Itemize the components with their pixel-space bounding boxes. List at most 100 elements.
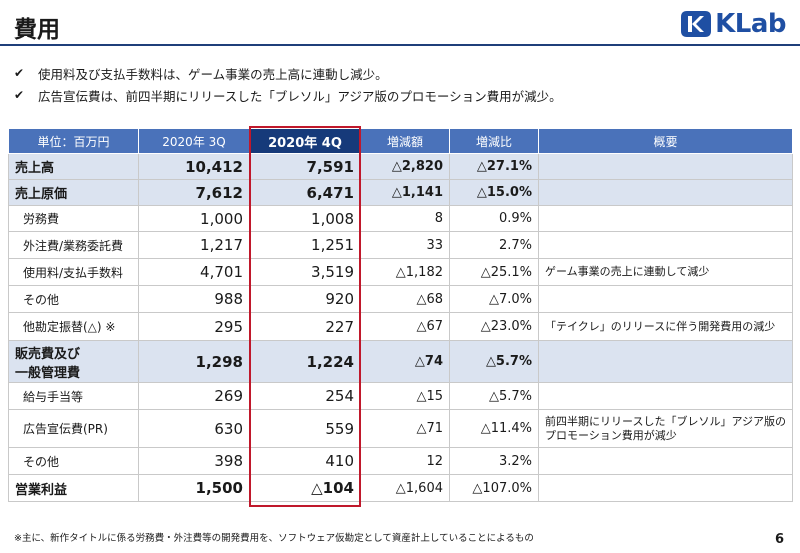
cell-q3: 10,412	[138, 153, 250, 180]
cell-q3: 398	[138, 447, 250, 475]
cell-note	[538, 205, 793, 232]
table-row: その他 398 410 12 3.2%	[8, 447, 793, 475]
cell-note	[538, 447, 793, 475]
table-row: 広告宣伝費(PR) 630 559 △71 △11.4% 前四半期にリリースした…	[8, 409, 793, 448]
cell-q4: 7,591	[249, 153, 361, 180]
cell-note	[538, 153, 793, 180]
bullet-item: ✔ 使用料及び支払手数料は、ゲーム事業の売上高に連動し減少。	[14, 62, 562, 84]
cell-q4: 1,224	[249, 340, 361, 383]
table-row: 営業利益 1,500 △104 △1,604 △107.0%	[8, 474, 793, 502]
row-label: 売上高	[8, 153, 139, 180]
cell-diff: △71	[360, 409, 450, 448]
row-label: その他	[8, 285, 139, 313]
cell-diff: △1,141	[360, 179, 450, 206]
table-row: 売上原価 7,612 6,471 △1,141 △15.0%	[8, 179, 793, 206]
table-row: 外注費/業務委託費 1,217 1,251 33 2.7%	[8, 231, 793, 259]
header-diff: 増減額	[360, 128, 450, 154]
cell-diff: △1,182	[360, 258, 450, 286]
row-label: 広告宣伝費(PR)	[8, 409, 139, 448]
row-label: 労務費	[8, 205, 139, 232]
cell-ratio: 0.9%	[449, 205, 539, 232]
note-line: 前四半期にリリースした「ブレソル」アジア版の	[545, 414, 787, 428]
cell-note	[538, 231, 793, 259]
cell-ratio: △7.0%	[449, 285, 539, 313]
cell-ratio: 3.2%	[449, 447, 539, 475]
cell-note: 「テイクレ」のリリースに伴う開発費用の減少	[538, 312, 793, 341]
cell-note	[538, 179, 793, 206]
title-divider	[0, 44, 800, 46]
cell-ratio: △11.4%	[449, 409, 539, 448]
header-summary: 概要	[538, 128, 793, 154]
table-row: 販売費及び 一般管理費 1,298 1,224 △74 △5.7%	[8, 340, 793, 383]
cell-ratio: △5.7%	[449, 382, 539, 410]
row-label-line: 一般管理費	[15, 365, 81, 381]
cell-q3: 1,217	[138, 231, 250, 259]
cell-diff: 33	[360, 231, 450, 259]
bullet-text: 広告宣伝費は、前四半期にリリースした「ブレソル」アジア版のプロモーション費用が減…	[38, 88, 562, 104]
cell-ratio: △15.0%	[449, 179, 539, 206]
cell-note	[538, 340, 793, 383]
row-label: 他勘定振替(△) ※	[8, 312, 139, 341]
cell-note	[538, 474, 793, 502]
bullet-item: ✔ 広告宣伝費は、前四半期にリリースした「ブレソル」アジア版のプロモーション費用…	[14, 84, 562, 106]
cell-diff: 8	[360, 205, 450, 232]
cell-q4: 6,471	[249, 179, 361, 206]
cell-ratio: △27.1%	[449, 153, 539, 180]
table-header-row: 単位：百万円 2020年 3Q 2020年 4Q 増減額 増減比 概要	[8, 128, 793, 154]
cell-q3: 7,612	[138, 179, 250, 206]
company-logo: KLab	[679, 8, 786, 40]
checkmark-icon: ✔	[14, 66, 25, 80]
cell-q3: 630	[138, 409, 250, 448]
cell-q4: 920	[249, 285, 361, 313]
row-label: 使用料/支払手数料	[8, 258, 139, 286]
row-label: その他	[8, 447, 139, 475]
logo-text: KLab	[715, 9, 786, 39]
cell-ratio: △25.1%	[449, 258, 539, 286]
cell-q4: 254	[249, 382, 361, 410]
expense-table: 単位：百万円 2020年 3Q 2020年 4Q 増減額 増減比 概要 売上高 …	[8, 128, 793, 502]
checkmark-icon: ✔	[14, 88, 25, 102]
cell-q4: 410	[249, 447, 361, 475]
note-line: プロモーション費用が減少	[545, 428, 677, 442]
cell-diff: 12	[360, 447, 450, 475]
cell-diff: △1,604	[360, 474, 450, 502]
table-row: 労務費 1,000 1,008 8 0.9%	[8, 205, 793, 232]
cell-diff: △74	[360, 340, 450, 383]
header-ratio: 増減比	[449, 128, 539, 154]
cell-ratio: △23.0%	[449, 312, 539, 341]
cell-q3: 988	[138, 285, 250, 313]
cell-ratio: △5.7%	[449, 340, 539, 383]
cell-diff: △67	[360, 312, 450, 341]
cell-ratio: 2.7%	[449, 231, 539, 259]
row-label: 販売費及び 一般管理費	[8, 340, 139, 383]
cell-q4: 3,519	[249, 258, 361, 286]
table-row: 他勘定振替(△) ※ 295 227 △67 △23.0% 「テイクレ」のリリー…	[8, 312, 793, 341]
cell-diff: △15	[360, 382, 450, 410]
cell-q3: 1,500	[138, 474, 250, 502]
row-label-line: 販売費及び	[15, 346, 81, 362]
table-row: その他 988 920 △68 △7.0%	[8, 285, 793, 313]
row-label: 営業利益	[8, 474, 139, 502]
table-row: 給与手当等 269 254 △15 △5.7%	[8, 382, 793, 410]
table-row: 使用料/支払手数料 4,701 3,519 △1,182 △25.1% ゲーム事…	[8, 258, 793, 286]
cell-note: ゲーム事業の売上に連動して減少	[538, 258, 793, 286]
klab-logo-icon	[681, 11, 712, 37]
cell-q4: △104	[249, 474, 361, 502]
cell-q3: 295	[138, 312, 250, 341]
header-unit: 単位：百万円	[8, 128, 139, 154]
footnote: ※主に、新作タイトルに係る労務費・外注費等の開発費用を、ソフトウェア仮勘定として…	[14, 533, 534, 544]
header-q4: 2020年 4Q	[249, 128, 361, 154]
cell-q3: 4,701	[138, 258, 250, 286]
cell-q3: 269	[138, 382, 250, 410]
cell-note	[538, 285, 793, 313]
cell-q4: 1,008	[249, 205, 361, 232]
cell-q3: 1,298	[138, 340, 250, 383]
row-label: 売上原価	[8, 179, 139, 206]
bullet-list: ✔ 使用料及び支払手数料は、ゲーム事業の売上高に連動し減少。 ✔ 広告宣伝費は、…	[14, 62, 562, 106]
cell-diff: △68	[360, 285, 450, 313]
cell-q4: 559	[249, 409, 361, 448]
cell-q4: 227	[249, 312, 361, 341]
cell-diff: △2,820	[360, 153, 450, 180]
page-title: 費用	[14, 17, 60, 43]
row-label: 給与手当等	[8, 382, 139, 410]
